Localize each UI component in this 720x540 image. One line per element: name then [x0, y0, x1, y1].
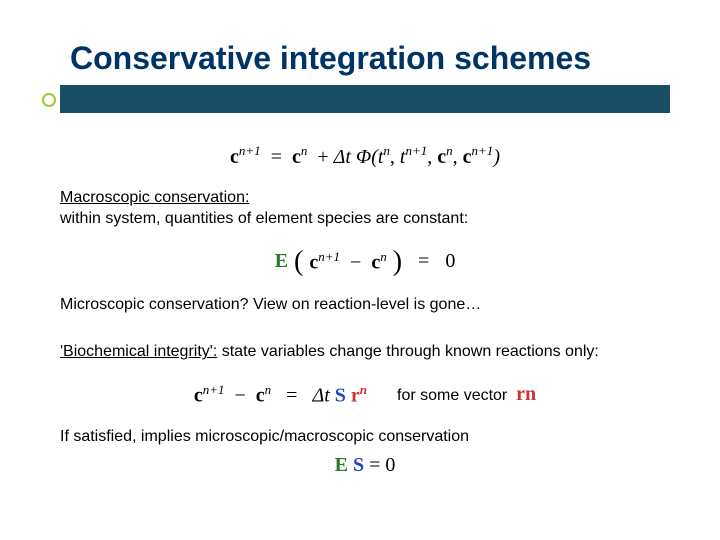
eq1-phi: Φ — [356, 146, 371, 168]
eq2-c2-sup: n — [380, 249, 387, 264]
macro-block: Macroscopic conservation: within system,… — [60, 187, 670, 230]
title-underline-bar — [60, 85, 670, 113]
eq3-dt: Δt — [312, 384, 329, 406]
bullet-circle-icon — [42, 93, 56, 107]
eq4-zero: 0 — [385, 454, 395, 476]
eq2-c1: c — [309, 252, 318, 274]
eq3-c1: c — [194, 384, 203, 406]
eq2-rparen: ) — [393, 248, 402, 276]
eq2-lparen: ( — [294, 248, 303, 276]
eq3-c2-sup: n — [265, 382, 272, 397]
eq1-rhs1-base: c — [292, 146, 301, 168]
biochem-block: 'Biochemical integrity': state variables… — [60, 341, 670, 363]
for-some-vector: for some vector — [397, 387, 507, 404]
eq3-S: S — [335, 384, 346, 406]
slide-title: Conservative integration schemes — [70, 40, 670, 77]
eq1-lhs-sup: n+1 — [239, 143, 261, 158]
eq3-r: r — [351, 384, 360, 406]
title-area: Conservative integration schemes — [50, 40, 670, 113]
macro-label: Macroscopic conservation: — [60, 189, 249, 206]
slide: Conservative integration schemes cn+1 = … — [0, 0, 720, 540]
eq2-c1-sup: n+1 — [318, 249, 340, 264]
equation-2: E ( cn+1 − cn ) = 0 — [60, 248, 670, 276]
eq3-r-sup: n — [360, 382, 367, 397]
eq3-c2: c — [256, 384, 265, 406]
eq1-dt: Δt — [334, 146, 351, 168]
macro-desc: within system, quantities of element spe… — [60, 210, 468, 227]
eq4-E: E — [335, 454, 348, 476]
biochem-desc: state variables change through known rea… — [217, 343, 599, 360]
micro-line: Microscopic conservation? View on reacti… — [60, 294, 670, 316]
eq2-E: E — [275, 250, 288, 273]
content-area: cn+1 = cn + Δt Φ(tn, tn+1, cn, cn+1) Mac… — [50, 143, 670, 477]
eq3-c1-sup: n+1 — [203, 382, 225, 397]
eq4-S: S — [353, 454, 364, 476]
eq1-rhs1-sup: n — [301, 143, 308, 158]
eq1-lhs-base: c — [230, 146, 239, 168]
implies-line: If satisfied, implies microscopic/macros… — [60, 426, 670, 448]
equation-4: E S = 0 — [60, 454, 670, 477]
equation-1: cn+1 = cn + Δt Φ(tn, tn+1, cn, cn+1) — [60, 143, 670, 169]
equation-3: cn+1 − cn = Δt S rn for some vector rn — [60, 381, 670, 408]
eq3-r2-sup: n — [525, 383, 536, 405]
biochem-label: 'Biochemical integrity': — [60, 343, 217, 360]
eq3-r2: r — [516, 383, 525, 405]
eq2-c2: c — [371, 252, 380, 274]
eq2-zero: 0 — [445, 250, 455, 273]
